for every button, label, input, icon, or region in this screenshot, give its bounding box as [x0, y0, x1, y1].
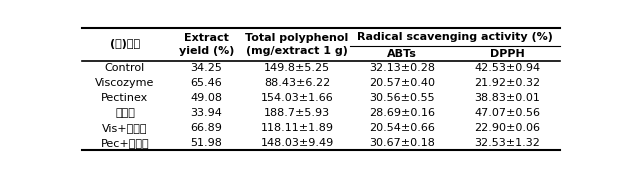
Text: 118.11±1.89: 118.11±1.89 [260, 123, 334, 133]
Text: 154.03±1.66: 154.03±1.66 [261, 93, 333, 103]
Text: Viscozyme: Viscozyme [95, 78, 155, 88]
Text: 188.7±5.93: 188.7±5.93 [264, 108, 330, 118]
Text: 66.89: 66.89 [190, 123, 222, 133]
Text: 초고압: 초고압 [115, 108, 135, 118]
Text: 149.8±5.25: 149.8±5.25 [264, 63, 330, 73]
Text: Control: Control [105, 63, 145, 73]
Text: Extract
yield (%): Extract yield (%) [178, 33, 234, 56]
Text: 38.83±0.01: 38.83±0.01 [474, 93, 540, 103]
Text: 22.90±0.06: 22.90±0.06 [474, 123, 540, 133]
Text: 65.46: 65.46 [191, 78, 222, 88]
Text: 21.92±0.32: 21.92±0.32 [474, 78, 540, 88]
Text: Total polyphenol
(mg/extract 1 g): Total polyphenol (mg/extract 1 g) [246, 33, 349, 56]
Text: (참)고비: (참)고비 [110, 39, 140, 49]
Text: 28.69±0.16: 28.69±0.16 [370, 108, 435, 118]
Text: 33.94: 33.94 [190, 108, 222, 118]
Text: 32.53±1.32: 32.53±1.32 [474, 138, 540, 148]
Text: Vis+초고압: Vis+초고압 [102, 123, 147, 133]
Text: DPPH: DPPH [490, 48, 525, 58]
Text: 32.13±0.28: 32.13±0.28 [370, 63, 435, 73]
Text: 88.43±6.22: 88.43±6.22 [264, 78, 330, 88]
Text: 34.25: 34.25 [190, 63, 222, 73]
Text: Pec+초고압: Pec+초고압 [101, 138, 149, 148]
Text: Pectinex: Pectinex [101, 93, 149, 103]
Text: 30.67±0.18: 30.67±0.18 [370, 138, 435, 148]
Text: Radical scavenging activity (%): Radical scavenging activity (%) [357, 32, 553, 42]
Text: 20.57±0.40: 20.57±0.40 [370, 78, 435, 88]
Text: 30.56±0.55: 30.56±0.55 [370, 93, 435, 103]
Text: 47.07±0.56: 47.07±0.56 [474, 108, 540, 118]
Text: 42.53±0.94: 42.53±0.94 [474, 63, 540, 73]
Text: 49.08: 49.08 [190, 93, 222, 103]
Text: 148.03±9.49: 148.03±9.49 [260, 138, 334, 148]
Text: ABTs: ABTs [387, 48, 417, 58]
Text: 51.98: 51.98 [190, 138, 222, 148]
Text: 20.54±0.66: 20.54±0.66 [370, 123, 435, 133]
